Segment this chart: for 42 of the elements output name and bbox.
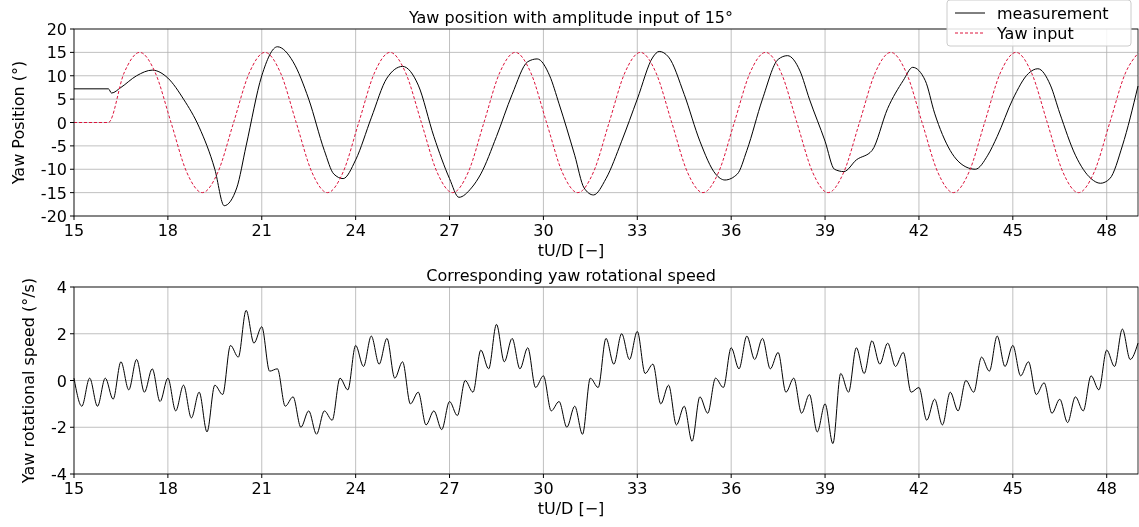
x-tick-label: 39 <box>814 479 836 498</box>
chart-title: Yaw position with amplitude input of 15° <box>407 8 734 27</box>
x-tick-label: 21 <box>251 479 272 498</box>
x-tick-label: 48 <box>1096 479 1117 498</box>
x-axis-title: tU/D [−] <box>537 499 605 518</box>
x-tick-label: 33 <box>627 479 648 498</box>
x-tick-label: 21 <box>251 221 272 240</box>
y-tick-label: 15 <box>46 43 67 63</box>
x-axis-title: tU/D [−] <box>537 241 605 260</box>
x-tick-label: 39 <box>814 221 836 240</box>
x-tick-label: 48 <box>1096 221 1117 240</box>
y-tick-label: 0 <box>56 113 67 133</box>
x-tick-label: 30 <box>533 479 554 498</box>
x-tick-label: 42 <box>908 221 930 240</box>
y-axis-title: Yaw Position (°) <box>9 60 28 186</box>
x-tick-label: 18 <box>157 221 179 240</box>
x-tick-label: 45 <box>1002 221 1023 240</box>
legend-label: measurement <box>997 4 1109 23</box>
x-tick-label: 18 <box>157 479 179 498</box>
x-tick-label: 30 <box>533 221 554 240</box>
y-tick-label: 10 <box>46 66 67 86</box>
x-tick-label: 24 <box>345 479 366 498</box>
y-tick-label: -5 <box>51 136 67 156</box>
y-tick-label: 4 <box>56 278 67 297</box>
y-tick-label: -10 <box>40 160 67 180</box>
x-tick-label: 33 <box>627 221 648 240</box>
x-tick-label: 36 <box>721 221 742 240</box>
y-tick-label: -15 <box>40 183 67 203</box>
y-tick-label: 0 <box>56 371 67 391</box>
x-tick-label: 27 <box>439 221 460 240</box>
y-tick-label: 20 <box>46 20 67 39</box>
x-tick-label: 27 <box>439 479 460 498</box>
y-axis-title: Yaw rotational speed (°/s) <box>19 277 38 485</box>
x-tick-label: 24 <box>345 221 366 240</box>
y-tick-label: 5 <box>56 90 67 110</box>
x-tick-label: 45 <box>1002 479 1023 498</box>
y-tick-label: -2 <box>51 418 67 438</box>
x-tick-label: 42 <box>908 479 930 498</box>
chart-title: Corresponding yaw rotational speed <box>426 266 716 285</box>
x-tick-label: 36 <box>721 479 742 498</box>
y-tick-label: 2 <box>56 324 67 344</box>
legend-label: Yaw input <box>996 24 1074 43</box>
